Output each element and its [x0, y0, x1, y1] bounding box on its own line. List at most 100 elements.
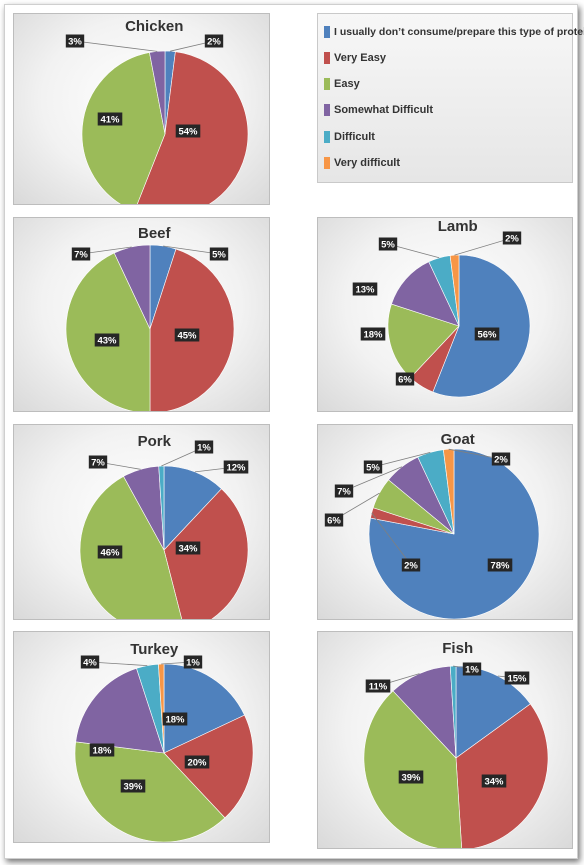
- fish-data-label-somewhat-difficult: 11%: [369, 682, 388, 693]
- pork-data-label-difficult: 1%: [197, 443, 211, 454]
- pork-chart: Pork 12% 34% 46% 7% 1%: [13, 424, 270, 620]
- legend-label: Very difficult: [334, 157, 401, 169]
- fish-slice-easy: [363, 690, 462, 848]
- data-label-box: [89, 743, 115, 757]
- data-label-box: [334, 484, 354, 498]
- data-label-box: [363, 460, 383, 474]
- lamb-slice-not-consumed: [432, 254, 531, 398]
- lamb-slice-somewhat-difficult: [391, 261, 460, 327]
- data-label-box: [162, 712, 188, 726]
- beef-data-label-easy: 43%: [97, 336, 117, 347]
- legend-item: Easy: [324, 76, 360, 92]
- data-label-box: [395, 372, 415, 386]
- data-label-box: [183, 655, 203, 669]
- pork-pie-svg: Pork 12% 34% 46% 7% 1%: [79, 433, 249, 619]
- legend-swatch-very-easy: [324, 52, 330, 64]
- lamb-data-label-not-consumed: 56%: [477, 330, 497, 341]
- fish-chart: Fish 15% 34% 39% 11% 1%: [317, 631, 573, 849]
- beef-data-label-very-easy: 45%: [177, 331, 197, 342]
- data-label-box: [481, 774, 507, 788]
- data-label-box: [88, 455, 108, 469]
- data-label-box: [71, 247, 91, 261]
- data-label-box: [398, 770, 424, 784]
- data-label-box: [487, 558, 513, 572]
- lamb-data-label-very-easy: 6%: [398, 375, 412, 386]
- data-label-box: [324, 513, 344, 527]
- legend-label: Somewhat Difficult: [334, 104, 434, 116]
- turkey-slice-somewhat-difficult: [75, 667, 165, 754]
- beef-slice-easy: [65, 252, 151, 411]
- pork-data-label-easy: 46%: [100, 548, 120, 559]
- legend-item: Difficult: [324, 129, 375, 145]
- legend-swatch-somewhat-difficult: [324, 104, 330, 116]
- beef-data-label-somewhat-difficult: 7%: [74, 250, 88, 261]
- data-label-box: [194, 440, 214, 454]
- goat-data-label-very-easy: 2%: [404, 561, 418, 572]
- chicken-data-label-easy: 41%: [100, 115, 120, 126]
- pork-slice-difficult: [158, 465, 165, 551]
- data-label-box: [223, 460, 249, 474]
- turkey-data-label-very-difficult: 1%: [186, 658, 200, 669]
- turkey-title: Turkey: [130, 641, 179, 658]
- chicken-pie-svg: Chicken 2% 54% 41% 3%: [65, 18, 249, 204]
- beef-data-label-not-consumed: 5%: [212, 250, 226, 261]
- data-label-box: [80, 655, 100, 669]
- lamb-data-label-easy: 18%: [363, 330, 383, 341]
- turkey-data-label-very-easy: 20%: [187, 758, 207, 769]
- chicken-data-label-very-easy: 54%: [178, 127, 198, 138]
- beef-title: Beef: [138, 225, 172, 242]
- turkey-chart: Turkey 18% 20% 39% 18% 4% 1%: [13, 631, 270, 843]
- goat-data-label-very-difficult: 2%: [494, 455, 508, 466]
- leader-line: [343, 466, 403, 492]
- fish-pie-svg: Fish 15% 34% 39% 11% 1%: [363, 640, 549, 848]
- lamb-chart: Lamb 56% 6% 18% 13% 5% 2%: [317, 217, 573, 412]
- leader-line: [454, 237, 513, 256]
- data-label-box: [97, 545, 123, 559]
- legend-swatch-not-consumed: [324, 26, 330, 38]
- fish-data-label-very-easy: 34%: [484, 777, 504, 788]
- pork-data-label-somewhat-difficult: 7%: [91, 458, 105, 469]
- goat-data-label-somewhat-difficult: 7%: [337, 487, 351, 498]
- data-label-box: [502, 231, 522, 245]
- data-label-box: [175, 541, 201, 555]
- data-label-box: [204, 34, 224, 48]
- data-label-box: [175, 124, 201, 138]
- fish-slice-not-consumed: [455, 665, 531, 759]
- data-label-box: [474, 327, 500, 341]
- turkey-data-label-easy: 39%: [123, 782, 143, 793]
- goat-data-label-not-consumed: 78%: [490, 561, 510, 572]
- turkey-data-label-difficult: 4%: [83, 658, 97, 669]
- leader-line: [371, 512, 412, 566]
- lamb-data-label-difficult: 5%: [381, 240, 395, 251]
- fish-title: Fish: [442, 640, 473, 657]
- legend-label: Easy: [334, 78, 360, 90]
- data-label-box: [174, 328, 200, 342]
- legend-label: Very Easy: [334, 52, 386, 64]
- turkey-pie-svg: Turkey 18% 20% 39% 18% 4% 1%: [74, 641, 254, 842]
- legend-item: I usually don’t consume/prepare this typ…: [324, 24, 584, 40]
- goat-chart: Goat 78% 2% 6% 7% 5% 2%: [317, 424, 573, 620]
- pork-slice-not-consumed: [163, 465, 222, 551]
- data-label-box: [94, 333, 120, 347]
- data-label-box: [352, 282, 378, 296]
- leader-line: [74, 40, 158, 52]
- legend-swatch-very-difficult: [324, 157, 330, 169]
- pork-slice-easy: [79, 475, 183, 619]
- chicken-data-label-not-consumed: 2%: [207, 37, 221, 48]
- data-label-box: [120, 779, 146, 793]
- fish-data-label-not-consumed: 15%: [507, 674, 527, 685]
- data-label-box: [184, 755, 210, 769]
- pork-data-label-very-easy: 34%: [178, 544, 198, 555]
- lamb-pie-svg: Lamb 56% 6% 18% 13% 5% 2%: [352, 218, 531, 398]
- data-label-box: [360, 327, 386, 341]
- data-label-box: [462, 662, 482, 676]
- goat-slice-not-consumed: [368, 448, 540, 619]
- legend-item: Very difficult: [324, 155, 400, 171]
- goat-data-label-easy: 6%: [327, 516, 341, 527]
- leader-line: [163, 245, 220, 255]
- data-label-box: [491, 452, 511, 466]
- turkey-data-label-not-consumed: 18%: [165, 715, 185, 726]
- leader-line: [372, 452, 431, 468]
- data-label-box: [504, 671, 530, 685]
- legend-swatch-easy: [324, 78, 330, 90]
